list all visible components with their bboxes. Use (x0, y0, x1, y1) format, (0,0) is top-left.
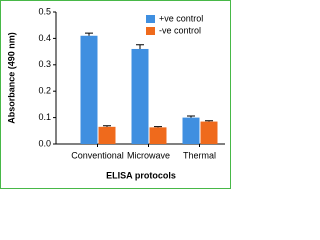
legend-label: +ve control (159, 13, 203, 23)
legend-swatch (146, 15, 155, 23)
x-axis-label: ELISA protocols (106, 170, 176, 180)
y-tick-label: 0.2 (38, 86, 51, 96)
x-tick-label: Thermal (183, 150, 216, 160)
y-tick-label: 0.3 (38, 59, 51, 69)
page: {"chart_data": {"type": "bar", "x_label"… (0, 0, 231, 189)
error-bar (187, 115, 195, 118)
y-tick-label: 0.5 (38, 6, 51, 16)
frame (0, 0, 231, 189)
legend-swatch (146, 27, 155, 35)
error-bar (136, 44, 144, 49)
bar (98, 126, 116, 144)
error-bar (205, 120, 213, 122)
bar (182, 117, 200, 144)
error-bar (85, 32, 93, 36)
legend-label: -ve control (159, 25, 201, 35)
y-tick-label: 0.1 (38, 112, 51, 122)
bar (131, 48, 149, 144)
bar (149, 127, 167, 144)
y-tick-label: 0.4 (38, 33, 51, 43)
error-bar (103, 125, 111, 127)
chart: ELISA protocols Absorbance (490 nm) 0.0 0… (0, 0, 231, 189)
y-axis-label: Absorbance (490 nm) (6, 32, 16, 124)
y-tick-label: 0.0 (38, 138, 51, 148)
x-tick-label: Conventional (71, 150, 124, 160)
bar (200, 121, 218, 144)
x-tick-label: Microwave (127, 150, 170, 160)
bar (80, 35, 98, 145)
error-bar (154, 126, 162, 128)
